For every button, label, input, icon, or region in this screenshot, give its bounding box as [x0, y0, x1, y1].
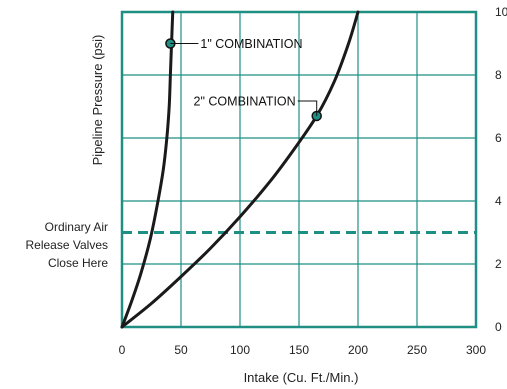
y-tick-label: 4 — [495, 194, 502, 208]
series-line — [120, 10, 360, 329]
annotation-leader — [297, 100, 318, 116]
threshold-label: Ordinary Air Release Valves Close Here — [26, 220, 109, 270]
x-tick-label: 200 — [348, 343, 368, 357]
y-axis-title: Pipeline Pressure (psi) — [90, 35, 105, 166]
y-tick-label: 0 — [495, 320, 502, 334]
x-tick-label: 0 — [119, 343, 126, 357]
annotations: 1" COMBINATION 2" COMBINATION — [170, 37, 318, 116]
x-tick-label: 50 — [174, 343, 188, 357]
y-tick-label: 10 — [495, 5, 507, 19]
x-tick-label: 100 — [230, 343, 250, 357]
y-tick-labels: 0 2 4 6 8 10 — [495, 5, 507, 334]
threshold-label-line: Ordinary Air — [45, 220, 108, 234]
grid — [120, 10, 478, 329]
y-tick-label: 6 — [495, 131, 502, 145]
x-tick-labels: 0 50 100 150 200 250 300 — [119, 343, 487, 357]
threshold-label-line: Close Here — [48, 256, 108, 270]
threshold-label-line: Release Valves — [26, 238, 109, 252]
y-tick-label: 2 — [495, 257, 502, 271]
plot-frame — [120, 10, 478, 329]
series-lines — [120, 10, 360, 329]
x-tick-label: 250 — [407, 343, 427, 357]
series-line — [120, 10, 175, 329]
y-tick-label: 8 — [495, 68, 502, 82]
x-tick-label: 300 — [466, 343, 486, 357]
x-tick-label: 150 — [289, 343, 309, 357]
x-axis-title: Intake (Cu. Ft./Min.) — [244, 370, 359, 385]
annotation-label: 2" COMBINATION — [194, 94, 296, 108]
annotation-label: 1" COMBINATION — [200, 37, 302, 51]
